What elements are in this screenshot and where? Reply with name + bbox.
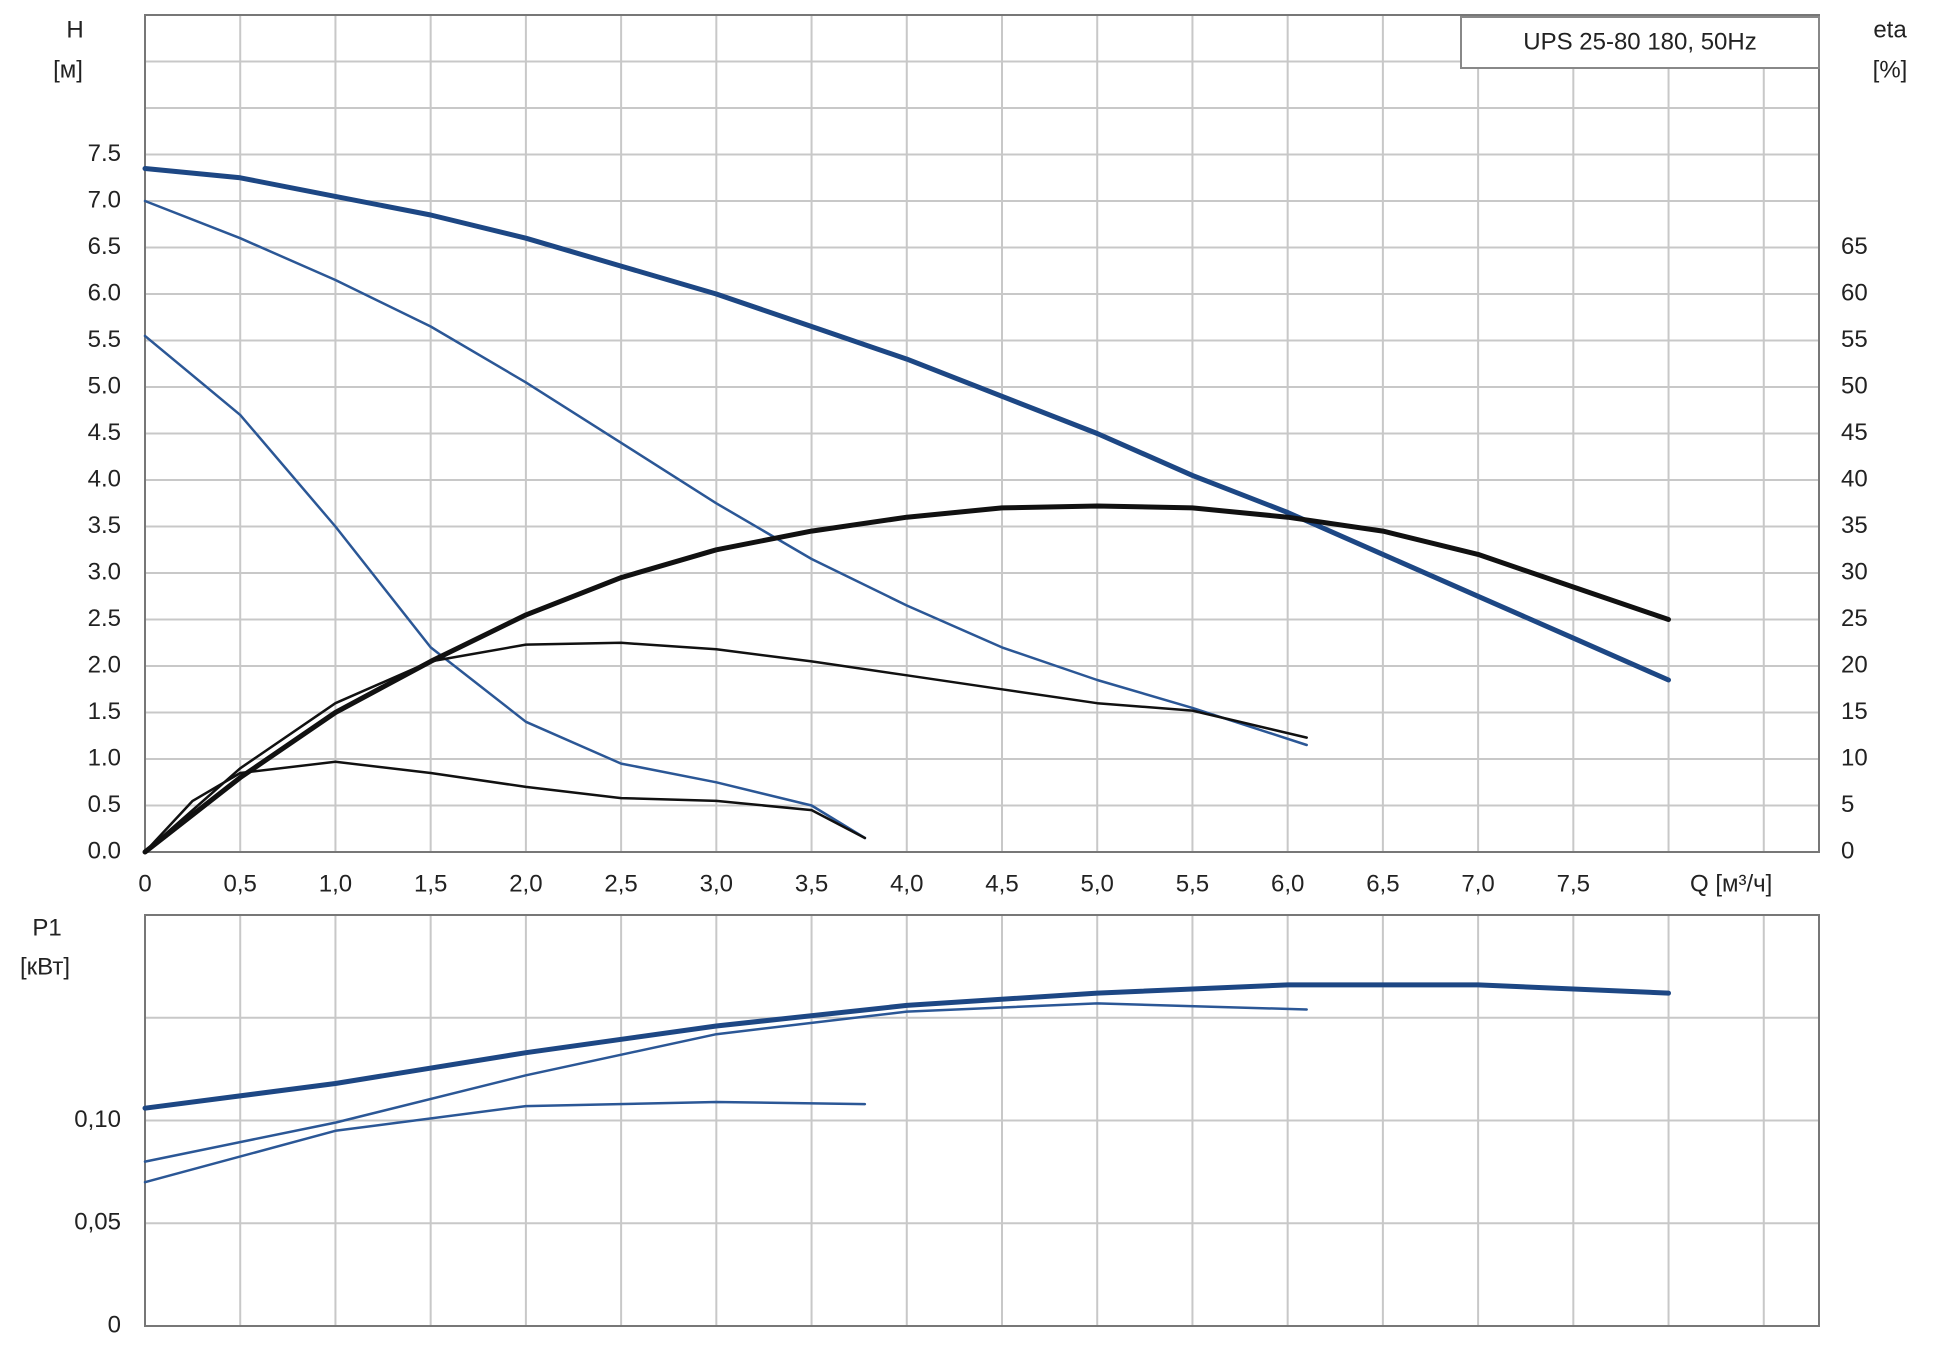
x-tick-label: 7,5	[1557, 870, 1590, 897]
x-tick-label: 7,0	[1461, 870, 1494, 897]
x-tick-label: 5,0	[1081, 870, 1114, 897]
y2-tick-label: 60	[1841, 279, 1868, 306]
curve	[143, 1100, 867, 1184]
y-tick-label: 6.5	[88, 233, 121, 260]
x-axis-label: Q [м³/ч]	[1690, 870, 1772, 897]
y-axis-label: H	[66, 16, 83, 43]
y-tick-label: 7.0	[88, 186, 121, 213]
x-tick-label: 2,0	[509, 870, 542, 897]
y-axis-label: P1	[32, 914, 61, 941]
y-axis-unit: [м]	[53, 56, 83, 83]
y2-tick-label: 5	[1841, 791, 1854, 818]
y-tick-label: 5.5	[88, 326, 121, 353]
y2-axis-unit: [%]	[1873, 56, 1908, 83]
x-tick-label: 5,5	[1176, 870, 1209, 897]
x-tick-label: 2,5	[604, 870, 637, 897]
y2-tick-label: 55	[1841, 326, 1868, 353]
curve	[142, 503, 1671, 855]
y2-tick-label: 10	[1841, 744, 1868, 771]
y-tick-label: 1.0	[88, 744, 121, 771]
y-tick-label: 0,10	[74, 1106, 121, 1133]
y2-tick-label: 0	[1841, 837, 1854, 864]
y-tick-label: 4.0	[88, 465, 121, 492]
y2-axis-label: eta	[1873, 16, 1907, 43]
y-axis-unit: [кВт]	[20, 953, 70, 980]
x-tick-label: 1,0	[319, 870, 352, 897]
plot-frame	[144, 14, 1820, 853]
x-tick-label: 3,5	[795, 870, 828, 897]
title-box	[1460, 16, 1820, 69]
y2-tick-label: 40	[1841, 465, 1868, 492]
y-tick-label: 0	[108, 1311, 121, 1338]
y-tick-label: 5.0	[88, 372, 121, 399]
y2-tick-label: 65	[1841, 233, 1868, 260]
y-tick-label: 0.0	[88, 837, 121, 864]
x-tick-label: 1,5	[414, 870, 447, 897]
x-tick-label: 3,0	[700, 870, 733, 897]
y-tick-label: 2.0	[88, 651, 121, 678]
y-tick-label: 6.0	[88, 279, 121, 306]
curve	[143, 334, 867, 840]
y-tick-label: 4.5	[88, 419, 121, 446]
plot-frame	[144, 914, 1820, 1327]
curve	[142, 982, 1671, 1111]
x-tick-label: 4,0	[890, 870, 923, 897]
x-tick-label: 6,5	[1366, 870, 1399, 897]
x-tick-label: 0,5	[224, 870, 257, 897]
y2-tick-label: 15	[1841, 698, 1868, 725]
curve	[143, 1002, 1308, 1163]
y2-tick-label: 20	[1841, 651, 1868, 678]
y-tick-label: 7.5	[88, 140, 121, 167]
curve	[143, 199, 1308, 747]
y2-tick-label: 45	[1841, 419, 1868, 446]
x-tick-label: 0	[138, 870, 151, 897]
y-tick-label: 0.5	[88, 791, 121, 818]
y2-tick-label: 25	[1841, 605, 1868, 632]
y-tick-label: 2.5	[88, 605, 121, 632]
chart-title: UPS 25-80 180, 50Hz	[1523, 28, 1756, 55]
x-tick-label: 6,0	[1271, 870, 1304, 897]
curve	[143, 760, 867, 854]
curve	[143, 641, 1308, 854]
y2-tick-label: 30	[1841, 558, 1868, 585]
y-tick-label: 3.0	[88, 558, 121, 585]
x-tick-label: 4,5	[985, 870, 1018, 897]
y2-tick-label: 35	[1841, 512, 1868, 539]
y2-tick-label: 50	[1841, 372, 1868, 399]
y-tick-label: 3.5	[88, 512, 121, 539]
y-tick-label: 1.5	[88, 698, 121, 725]
y-tick-label: 0,05	[74, 1209, 121, 1236]
curve	[142, 166, 1671, 683]
